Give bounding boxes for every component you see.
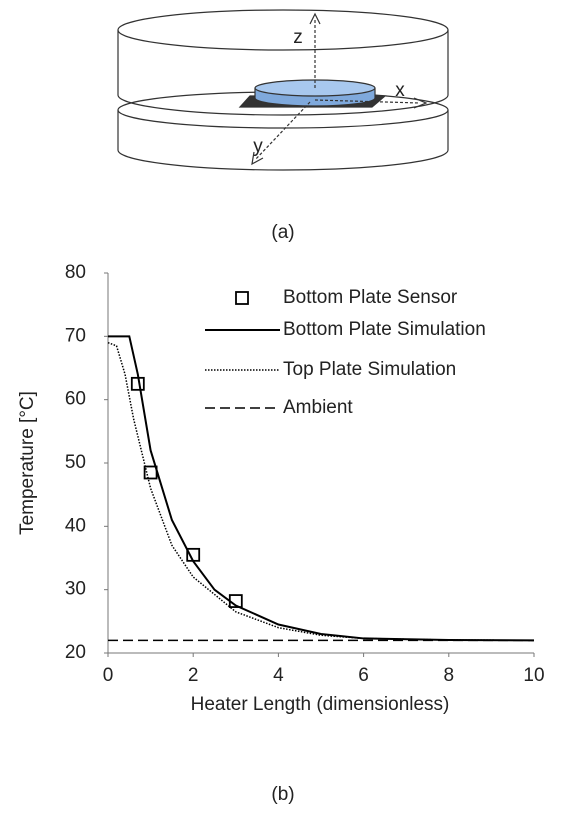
z-label: z <box>293 27 303 48</box>
x-tick-label: 0 <box>103 665 114 686</box>
legend-label: Bottom Plate Sensor <box>283 287 458 308</box>
x-tick-label: 8 <box>444 665 455 686</box>
diagram <box>117 9 449 171</box>
axes-arrows <box>254 18 421 161</box>
x-tick-label: 6 <box>358 665 369 686</box>
caption: (b) <box>271 784 294 805</box>
y-label: y <box>253 136 263 157</box>
legend-label: Top Plate Simulation <box>283 359 456 380</box>
legend-label: Ambient <box>283 397 353 418</box>
top-plate-side <box>117 30 449 116</box>
y-tick-label: 40 <box>65 515 86 536</box>
series-line <box>107 341 535 642</box>
x-tick-label: 2 <box>188 665 199 686</box>
x-label: x <box>395 80 405 101</box>
y-tick-label: 30 <box>65 579 86 600</box>
x-tick-label: 10 <box>523 665 544 686</box>
legend-marker <box>235 291 249 305</box>
y-tick-label: 60 <box>65 389 86 410</box>
y-tick-label: 20 <box>65 642 86 663</box>
bottom-plate-side <box>117 110 449 171</box>
series-line <box>108 335 535 642</box>
y-tick-label: 70 <box>65 325 86 346</box>
y-tick-label: 80 <box>65 262 86 283</box>
legend-label: Bottom Plate Simulation <box>283 319 486 340</box>
x-tick-label: 4 <box>273 665 284 686</box>
top-plate <box>117 9 449 51</box>
y-tick-label: 50 <box>65 452 86 473</box>
y-axis-title: Temperature [°C] <box>17 391 38 535</box>
caption: (a) <box>271 222 294 243</box>
x-axis-title: Heater Length (dimensionless) <box>191 694 450 715</box>
